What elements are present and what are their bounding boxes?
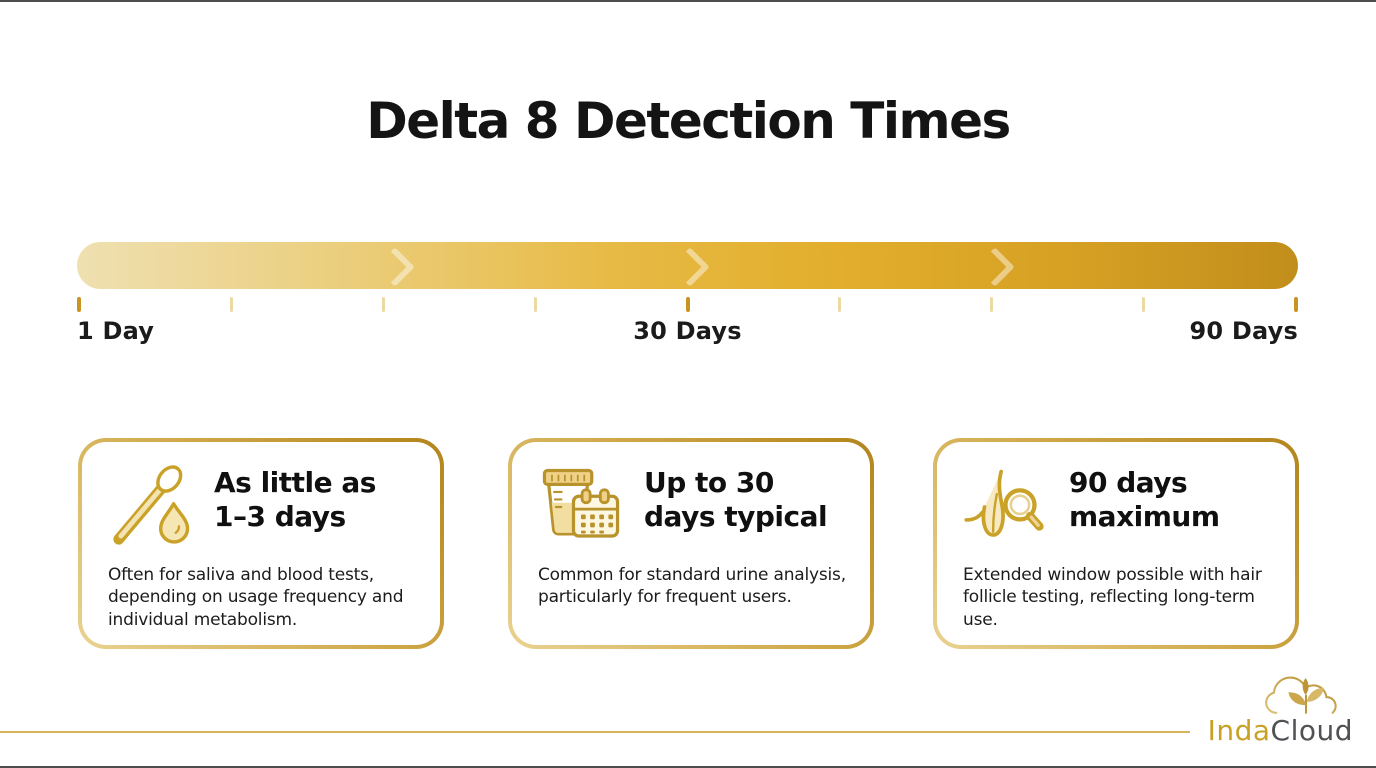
brand-name-cloud: Cloud [1270, 714, 1353, 747]
card-heading: 90 days maximum [1069, 466, 1220, 533]
card-inner: 90 days maximum Extended window possible… [937, 442, 1295, 645]
card-heading-line: Up to 30 [644, 466, 774, 499]
tick-minor [229, 297, 233, 312]
card-heading-line: maximum [1069, 499, 1220, 533]
brand-logo: IndaCloud [1208, 672, 1353, 745]
card-inner: As little as 1–3 days Often for saliva a… [82, 442, 440, 645]
timeline-label-end: 90 Days [1189, 317, 1298, 345]
timeline: 1 Day 30 Days 90 Days [77, 242, 1298, 357]
top-border [0, 0, 1376, 2]
tick-minor [1142, 297, 1146, 312]
timeline-ticks [77, 297, 1298, 313]
tick-minor [533, 297, 537, 312]
brand-name: IndaCloud [1208, 717, 1353, 745]
card-body-text: Extended window possible with hair folli… [963, 565, 1262, 630]
chevron-right-icon [670, 247, 710, 287]
card-heading-line: days typical [644, 499, 828, 533]
card-heading: As little as 1–3 days [214, 466, 376, 533]
card-inner: Up to 30 days typical Common for standar… [512, 442, 870, 645]
urine-sample-calendar-icon [538, 464, 624, 550]
card-body-text: Often for saliva and blood tests, depend… [108, 565, 404, 630]
card-hair-follicle: 90 days maximum Extended window possible… [933, 438, 1299, 649]
card-saliva-blood: As little as 1–3 days Often for saliva a… [78, 438, 444, 649]
tick-minor [838, 297, 842, 312]
tick-major [685, 297, 690, 312]
card-urine-analysis: Up to 30 days typical Common for standar… [508, 438, 874, 649]
card-heading: Up to 30 days typical [644, 466, 828, 533]
cotton-swab-droplet-icon [108, 464, 194, 550]
timeline-label-mid: 30 Days [633, 317, 742, 345]
card-heading-line: 90 days [1069, 466, 1188, 499]
chevron-right-icon [975, 247, 1015, 287]
tick-minor [381, 297, 385, 312]
brand-name-inda: Inda [1207, 714, 1271, 747]
timeline-label-start: 1 Day [77, 317, 155, 345]
chevron-right-icon [375, 247, 415, 287]
footer-divider [0, 731, 1190, 733]
timeline-labels: 1 Day 30 Days 90 Days [77, 317, 1298, 357]
page-title: Delta 8 Detection Times [366, 92, 1011, 150]
cloud-leaf-logo-icon [1265, 676, 1337, 714]
tick-major [77, 297, 81, 312]
tick-minor [990, 297, 994, 312]
card-heading-line: As little as [214, 466, 376, 499]
card-heading-line: 1–3 days [214, 499, 346, 533]
card-body-text: Common for standard urine analysis, part… [538, 565, 846, 608]
hair-follicle-magnifier-icon [963, 464, 1049, 550]
bottom-border [0, 766, 1376, 768]
timeline-bar [77, 242, 1298, 289]
tick-major [1294, 297, 1298, 312]
